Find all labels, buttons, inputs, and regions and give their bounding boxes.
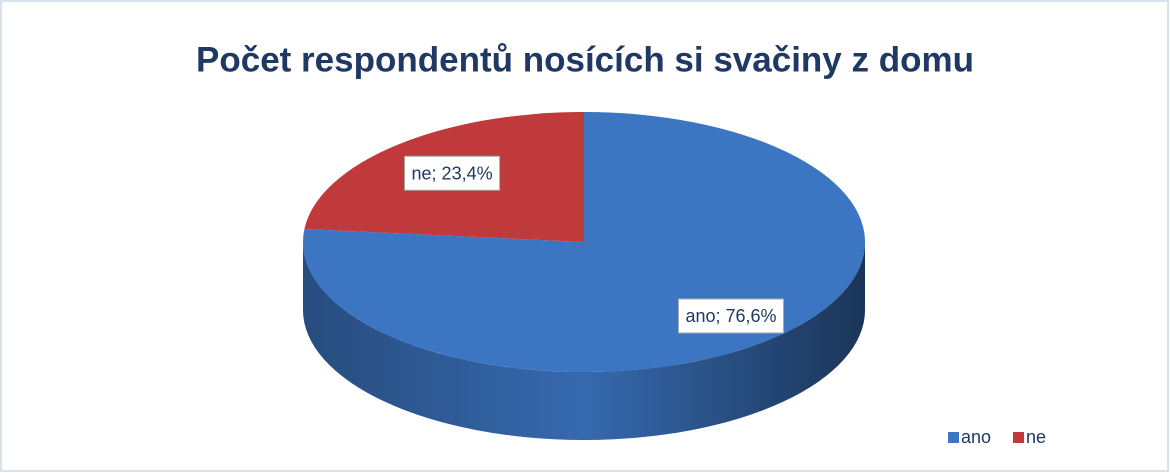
legend-label: ano — [961, 427, 991, 447]
slice-side-shade — [303, 242, 865, 440]
legend-swatch — [948, 432, 959, 443]
legend-swatch — [1013, 432, 1024, 443]
chart-title: Počet respondentů nosících si svačiny z … — [196, 40, 974, 79]
data-label: ano; 76,6% — [685, 306, 776, 326]
data-label-box — [404, 155, 501, 191]
data-label-box — [677, 298, 785, 334]
legend: ano ne — [948, 427, 1046, 447]
labels: ano; 76,6% ne; 23,4% — [404, 155, 785, 334]
data-label: ne; 23,4% — [412, 163, 493, 183]
legend-label: ne — [1026, 427, 1046, 447]
pie — [303, 112, 865, 440]
